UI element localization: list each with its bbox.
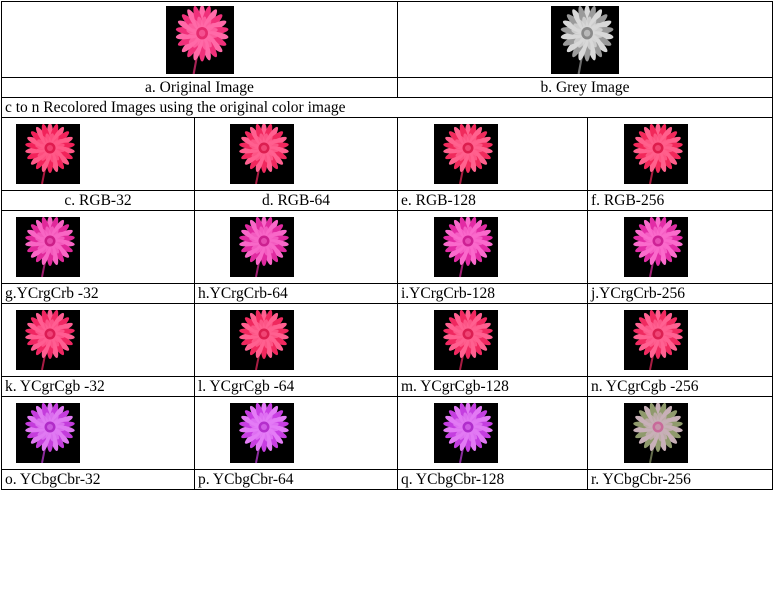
recolored-image-cell <box>397 210 588 284</box>
recolored-image-cell <box>194 303 398 377</box>
grey-image-cell <box>397 1 773 78</box>
caption-row: g.YCrgCrb -32 h.YCrgCrb-64 i.YCrgCrb-128 j.… <box>1 283 773 304</box>
recolored-flower-image <box>434 309 498 371</box>
recolored-flower-image <box>624 216 688 278</box>
recolored-flower-image <box>434 402 498 464</box>
recolored-image-cell <box>587 303 773 377</box>
recolored-image-caption: m. YCgrCgb-128 <box>397 376 588 397</box>
recolored-image-cell <box>1 210 195 284</box>
recolored-image-cell <box>1 303 195 377</box>
recolored-image-caption: p. YCbgCbr-64 <box>194 469 398 490</box>
recolored-image-caption: e. RGB-128 <box>397 190 588 211</box>
recolored-flower-image <box>16 216 80 278</box>
recolored-flower-image <box>624 402 688 464</box>
recolored-image-cell <box>1 396 195 470</box>
image-row <box>1 396 773 470</box>
grey-image-caption: b. Grey Image <box>397 77 773 98</box>
recolored-image-caption: l. YCgrCgb -64 <box>194 376 398 397</box>
recolored-flower-image <box>230 309 294 371</box>
recolored-image-cell <box>587 210 773 284</box>
figure-table: a. Original Image b. Grey Image c to n R… <box>1 1 773 490</box>
recolored-image-caption: h.YCrgCrb-64 <box>194 283 398 304</box>
original-image-caption: a. Original Image <box>1 77 398 98</box>
recolored-image-caption: k. YCgrCgb -32 <box>1 376 195 397</box>
grey-flower-image <box>551 4 619 74</box>
recolored-image-caption: n. YCgrCgb -256 <box>587 376 773 397</box>
recolored-flower-image <box>230 402 294 464</box>
recolored-image-caption: d. RGB-64 <box>194 190 398 211</box>
image-row <box>1 210 773 284</box>
recolored-grid: c. RGB-32 d. RGB-64 e. RGB-128 f. RGB-256 g.… <box>1 117 773 490</box>
recolored-flower-image <box>16 309 80 371</box>
image-row <box>1 303 773 377</box>
recolored-image-cell <box>587 396 773 470</box>
recolored-image-caption: f. RGB-256 <box>587 190 773 211</box>
caption-row: k. YCgrCgb -32 l. YCgrCgb -64 m. YCgrCgb-1… <box>1 376 773 397</box>
image-row <box>1 117 773 191</box>
recolored-image-caption: o. YCbgCbr-32 <box>1 469 195 490</box>
recolored-image-caption: g.YCrgCrb -32 <box>1 283 195 304</box>
recolored-image-cell <box>194 210 398 284</box>
recolored-image-caption: c. RGB-32 <box>1 190 195 211</box>
original-image-cell <box>1 1 398 78</box>
recolored-image-cell <box>1 117 195 191</box>
recolored-flower-image <box>230 123 294 185</box>
original-flower-image <box>165 4 234 74</box>
recolored-image-cell <box>397 303 588 377</box>
recolored-flower-image <box>16 402 80 464</box>
recolored-image-cell <box>194 396 398 470</box>
recolored-image-cell <box>587 117 773 191</box>
caption-row: c. RGB-32 d. RGB-64 e. RGB-128 f. RGB-256 <box>1 190 773 211</box>
caption-row: o. YCbgCbr-32 p. YCbgCbr-64 q. YCbgCbr-128… <box>1 469 773 490</box>
section-caption: c to n Recolored Images using the origin… <box>1 97 773 118</box>
recolored-image-cell <box>194 117 398 191</box>
recolored-image-cell <box>397 117 588 191</box>
recolored-image-caption: j.YCrgCrb-256 <box>587 283 773 304</box>
recolored-image-caption: q. YCbgCbr-128 <box>397 469 588 490</box>
recolored-image-caption: r. YCbgCbr-256 <box>587 469 773 490</box>
recolored-flower-image <box>624 123 688 185</box>
recolored-flower-image <box>434 216 498 278</box>
recolored-flower-image <box>434 123 498 185</box>
recolored-flower-image <box>624 309 688 371</box>
recolored-image-cell <box>397 396 588 470</box>
recolored-flower-image <box>16 123 80 185</box>
recolored-image-caption: i.YCrgCrb-128 <box>397 283 588 304</box>
recolored-flower-image <box>230 216 294 278</box>
